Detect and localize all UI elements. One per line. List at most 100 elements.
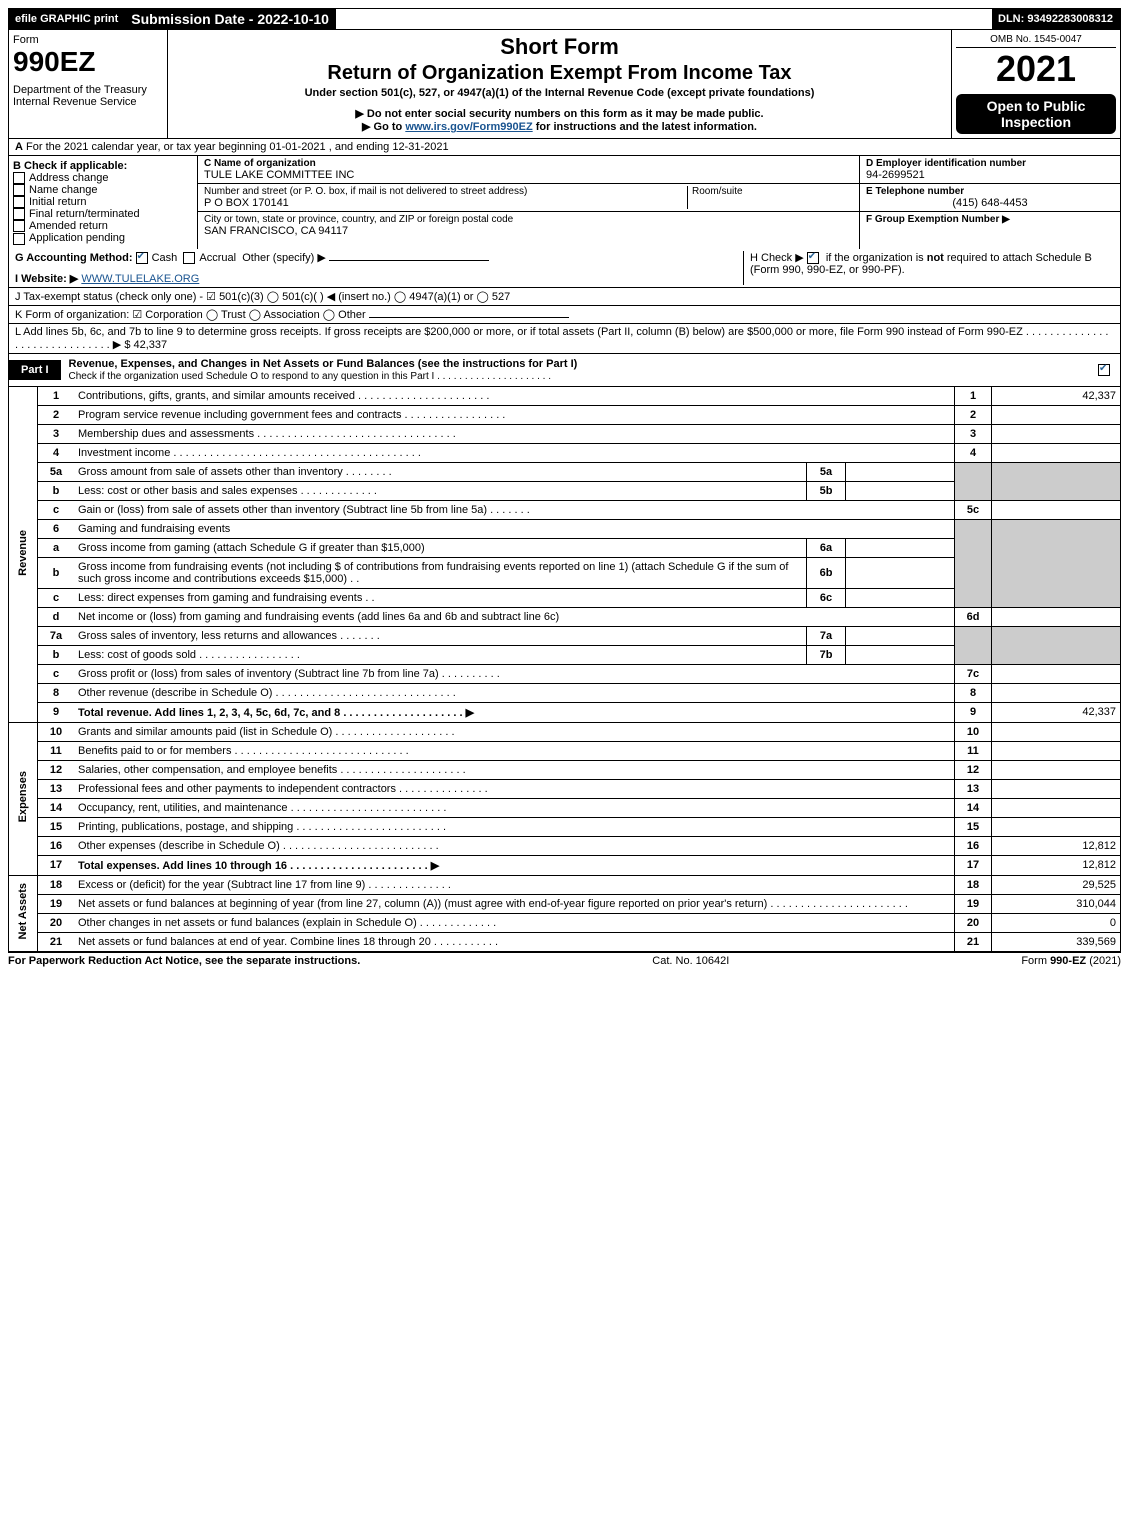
l5b-s: 5b (807, 481, 846, 500)
l7c-n: c (38, 664, 75, 683)
irs-label: Internal Revenue Service (13, 96, 163, 108)
shade-7abv (992, 626, 1121, 664)
header-center: Short Form Return of Organization Exempt… (168, 30, 952, 138)
l12-r: 12 (955, 760, 992, 779)
l16-d: Other expenses (describe in Schedule O) … (74, 836, 955, 855)
l5a-sv[interactable] (846, 462, 955, 481)
l6c-sv[interactable] (846, 588, 955, 607)
chk-amended[interactable] (13, 220, 25, 232)
l9-v: 42,337 (992, 702, 1121, 722)
l4-d: Investment income . . . . . . . . . . . … (74, 443, 955, 462)
l7a-s: 7a (807, 626, 846, 645)
l20-d: Other changes in net assets or fund bala… (74, 913, 955, 932)
title-sub: Under section 501(c), 527, or 4947(a)(1)… (172, 87, 947, 99)
l4-r: 4 (955, 443, 992, 462)
A-text: For the 2021 calendar year, or tax year … (26, 141, 449, 153)
H-post: if the organization is (823, 252, 927, 264)
note-goto-pre: ▶ Go to (362, 121, 405, 133)
footer-left: For Paperwork Reduction Act Notice, see … (8, 955, 360, 967)
part1-title-text: Revenue, Expenses, and Changes in Net As… (69, 358, 578, 370)
opt-address: Address change (29, 172, 109, 184)
revenue-side: Revenue (9, 387, 38, 723)
l7b-n: b (38, 645, 75, 664)
l5b-sv[interactable] (846, 481, 955, 500)
website-link[interactable]: WWW.TULELAKE.ORG (81, 273, 199, 285)
l6a-d: Gross income from gaming (attach Schedul… (74, 538, 807, 557)
l6b-sv[interactable] (846, 557, 955, 588)
l1-n: 1 (38, 387, 75, 406)
l6c-n: c (38, 588, 75, 607)
l17-d: Total expenses. Add lines 10 through 16 … (74, 855, 955, 875)
l19-r: 19 (955, 894, 992, 913)
section-DEF: D Employer identification number 94-2699… (860, 156, 1120, 249)
K-other-blank[interactable] (369, 317, 569, 318)
topbar-spacer (336, 9, 992, 29)
l7c-r: 7c (955, 664, 992, 683)
chk-final[interactable] (13, 208, 25, 220)
l1-r: 1 (955, 387, 992, 406)
efile-label[interactable]: efile GRAPHIC print (9, 9, 125, 29)
l8-r: 8 (955, 683, 992, 702)
l1-d: Contributions, gifts, grants, and simila… (74, 387, 955, 406)
form-header: Form 990EZ Department of the Treasury In… (8, 30, 1121, 139)
E-label: E Telephone number (866, 186, 1114, 197)
chk-cash[interactable] (136, 252, 148, 264)
opt-final: Final return/terminated (29, 208, 140, 220)
l7a-n: 7a (38, 626, 75, 645)
opt-other: Other (specify) ▶ (242, 252, 326, 264)
shade-6 (955, 519, 992, 607)
l13-r: 13 (955, 779, 992, 798)
l6a-sv[interactable] (846, 538, 955, 557)
header-left: Form 990EZ Department of the Treasury In… (9, 30, 168, 138)
l16-v: 12,812 (992, 836, 1121, 855)
l9-n: 9 (38, 702, 75, 722)
irs-link[interactable]: www.irs.gov/Form990EZ (405, 121, 532, 133)
l19-d: Net assets or fund balances at beginning… (74, 894, 955, 913)
part1-header: Part I Revenue, Expenses, and Changes in… (8, 354, 1121, 387)
l14-d: Occupancy, rent, utilities, and maintena… (74, 798, 955, 817)
opt-name: Name change (29, 184, 98, 196)
note-goto-post: for instructions and the latest informat… (533, 121, 757, 133)
org-name: TULE LAKE COMMITTEE INC (204, 169, 853, 181)
chk-initial[interactable] (13, 196, 25, 208)
D-label: D Employer identification number (866, 158, 1114, 169)
F-block: F Group Exemption Number ▶ (860, 212, 1120, 227)
E-block: E Telephone number (415) 648-4453 (860, 184, 1120, 212)
l6d-v (992, 607, 1121, 626)
l11-r: 11 (955, 741, 992, 760)
l3-d: Membership dues and assessments . . . . … (74, 424, 955, 443)
l14-r: 14 (955, 798, 992, 817)
omb-number: OMB No. 1545-0047 (956, 34, 1116, 48)
opt-initial: Initial return (29, 196, 86, 208)
phone: (415) 648-4453 (866, 197, 1114, 209)
shade-5ab (955, 462, 992, 500)
header-right: OMB No. 1545-0047 2021 Open to Public In… (952, 30, 1120, 138)
l6a-s: 6a (807, 538, 846, 557)
chk-pending[interactable] (13, 233, 25, 245)
chk-H[interactable] (807, 252, 819, 264)
chk-part1[interactable] (1098, 364, 1110, 376)
netassets-side: Net Assets (9, 875, 38, 951)
l5a-d: Gross amount from sale of assets other t… (74, 462, 807, 481)
shade-6v (992, 519, 1121, 607)
l19-v: 310,044 (992, 894, 1121, 913)
l7b-d: Less: cost of goods sold . . . . . . . .… (74, 645, 807, 664)
l5a-n: 5a (38, 462, 75, 481)
chk-name-change[interactable] (13, 184, 25, 196)
section-BCDEF: B Check if applicable: Address change Na… (8, 156, 1121, 249)
dln-label: DLN: 93492283008312 (992, 9, 1120, 29)
l9-d: Total revenue. Add lines 1, 2, 3, 4, 5c,… (74, 702, 955, 722)
l11-d: Benefits paid to or for members . . . . … (74, 741, 955, 760)
J-text: J Tax-exempt status (check only one) - ☑… (15, 291, 510, 303)
chk-address-change[interactable] (13, 172, 25, 184)
l20-r: 20 (955, 913, 992, 932)
C-label: C Name of organization (204, 158, 853, 169)
chk-accrual[interactable] (183, 252, 195, 264)
other-blank[interactable] (329, 260, 489, 261)
l3-n: 3 (38, 424, 75, 443)
l13-d: Professional fees and other payments to … (74, 779, 955, 798)
l7a-d: Gross sales of inventory, less returns a… (74, 626, 807, 645)
l19-n: 19 (38, 894, 75, 913)
l7a-sv[interactable] (846, 626, 955, 645)
l7b-sv[interactable] (846, 645, 955, 664)
